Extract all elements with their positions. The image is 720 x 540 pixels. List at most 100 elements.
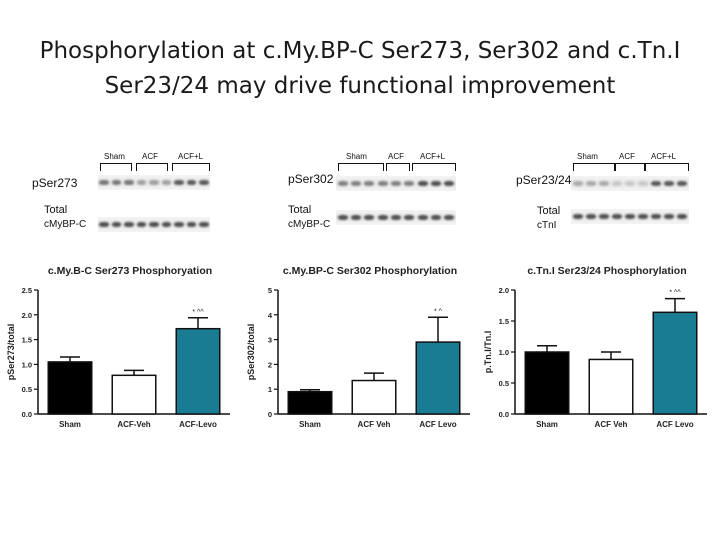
x-tick-label: ACF Veh bbox=[595, 420, 628, 429]
blot-band bbox=[350, 181, 362, 186]
bar bbox=[47, 361, 93, 415]
blot-band bbox=[174, 222, 184, 227]
blot-bracket bbox=[100, 163, 132, 171]
blot-band bbox=[638, 214, 649, 219]
blot-band bbox=[625, 181, 635, 186]
total-blot-label: cTnI bbox=[537, 220, 557, 231]
total-blot bbox=[98, 217, 210, 232]
x-tick-label: ACF Levo bbox=[419, 420, 456, 429]
phospho-blot bbox=[98, 175, 210, 190]
blot-group-label: Sham bbox=[346, 152, 367, 161]
total-blot-label: Total bbox=[288, 204, 312, 216]
blot-band bbox=[124, 222, 134, 227]
blot-bracket bbox=[412, 163, 456, 171]
y-tick-label: 0 bbox=[268, 410, 272, 419]
y-tick-label: 4 bbox=[268, 311, 273, 320]
blot-group-label: ACF+L bbox=[420, 152, 446, 161]
blot-band bbox=[199, 180, 209, 185]
blot-band bbox=[337, 181, 348, 186]
y-tick-label: 1 bbox=[268, 385, 272, 394]
panel-ser273: Sham ACF ACF+L pSer273 Total cMyBP-C c.M… bbox=[6, 148, 240, 438]
blot-bracket bbox=[136, 163, 168, 171]
blot-band bbox=[186, 180, 197, 185]
blot-band bbox=[625, 214, 635, 219]
y-axis-label: p.Tn.I/Tn.I bbox=[483, 331, 493, 374]
blot-band bbox=[664, 181, 675, 186]
blot-band bbox=[572, 214, 583, 219]
blot-band bbox=[111, 222, 122, 227]
y-tick-label: 0.0 bbox=[22, 410, 32, 419]
bar bbox=[652, 311, 698, 415]
blot-band bbox=[350, 215, 362, 220]
y-tick-label: 2 bbox=[268, 360, 272, 369]
significance-label: * ^^ bbox=[669, 290, 681, 297]
blot-band bbox=[186, 222, 197, 227]
significance-label: * ^ bbox=[434, 308, 443, 315]
x-tick-label: ACF-Levo bbox=[179, 420, 217, 429]
y-tick-label: 1.0 bbox=[22, 360, 32, 369]
total-blot-label: cMyBP-C bbox=[44, 219, 87, 230]
x-tick-label: Sham bbox=[299, 420, 321, 429]
bar bbox=[111, 374, 157, 415]
blot-band bbox=[651, 214, 662, 219]
y-tick-label: 2.0 bbox=[22, 311, 32, 320]
blot-group-label: ACF bbox=[388, 152, 404, 161]
blot-band bbox=[136, 180, 147, 185]
blot-band bbox=[598, 181, 609, 186]
blot-band bbox=[611, 214, 622, 219]
y-tick-label: 1.0 bbox=[499, 348, 509, 357]
phospho-blot-label: pSer23/24 bbox=[516, 173, 572, 187]
blot-bracket bbox=[645, 163, 689, 171]
bar-chart-ser23-24: c.Tn.I Ser23/24 Phosphorylation p.Tn.I/Tn… bbox=[483, 265, 707, 429]
blot-band bbox=[377, 181, 388, 186]
panel-ser23-24: Sham ACF ACF+L pSer23/24 Total cTnI c.Tn… bbox=[483, 148, 717, 438]
blot-band bbox=[664, 214, 675, 219]
blot-band bbox=[99, 222, 109, 227]
blot-band bbox=[161, 222, 172, 227]
y-tick-label: 1.5 bbox=[499, 317, 509, 326]
blot-band bbox=[430, 215, 442, 220]
blot-bracket bbox=[573, 163, 615, 171]
bar bbox=[351, 379, 397, 415]
blot-band bbox=[390, 215, 402, 220]
x-tick-label: ACF Veh bbox=[358, 420, 391, 429]
blot-group-label: ACF bbox=[619, 152, 635, 161]
significance-label: * ^^ bbox=[192, 309, 204, 316]
blot-band bbox=[444, 181, 455, 186]
x-tick-label: Sham bbox=[536, 420, 558, 429]
blot-band bbox=[174, 180, 184, 185]
blot-band bbox=[598, 214, 609, 219]
bar bbox=[175, 327, 221, 415]
y-tick-label: 0.5 bbox=[22, 385, 32, 394]
y-axis-label: pSer273/total bbox=[6, 324, 16, 381]
blot-band bbox=[572, 181, 583, 186]
blot-band bbox=[417, 215, 428, 220]
blot-band bbox=[585, 181, 596, 186]
bar-chart-ser302: c.My.BP-C Ser302 Phosphorylation pSer302/… bbox=[246, 265, 470, 429]
blot-band bbox=[377, 215, 388, 220]
total-blot bbox=[336, 210, 456, 225]
y-axis-label: pSer302/total bbox=[246, 324, 256, 381]
bar-chart-ser273: c.My.B-C Ser273 Phosphoryation pSer273/to… bbox=[6, 265, 230, 429]
x-tick-label: ACF-Veh bbox=[117, 420, 150, 429]
y-tick-label: 2.5 bbox=[22, 286, 32, 295]
blot-band bbox=[111, 180, 122, 185]
blot-band bbox=[390, 181, 402, 186]
blot-band bbox=[136, 222, 147, 227]
blot-bracket bbox=[172, 163, 210, 171]
bar bbox=[588, 358, 634, 415]
blot-group-label: ACF bbox=[142, 152, 158, 161]
slide-title-line-2: Ser23/24 may drive functional improvemen… bbox=[104, 73, 616, 99]
blot-band bbox=[638, 181, 649, 186]
blot-group-label: Sham bbox=[577, 152, 598, 161]
blot-band bbox=[444, 215, 455, 220]
blot-band bbox=[585, 214, 596, 219]
blot-group-label: ACF+L bbox=[651, 152, 677, 161]
bar bbox=[524, 351, 570, 415]
total-blot-label: Total bbox=[44, 204, 68, 216]
slide-title-line-1: Phosphorylation at c.My.BP-C Ser273, Ser… bbox=[39, 38, 681, 64]
y-tick-label: 1.5 bbox=[22, 336, 32, 345]
blot-bracket bbox=[615, 163, 645, 171]
blot-bracket bbox=[386, 163, 410, 171]
phospho-blot-label: pSer302 bbox=[288, 172, 334, 186]
